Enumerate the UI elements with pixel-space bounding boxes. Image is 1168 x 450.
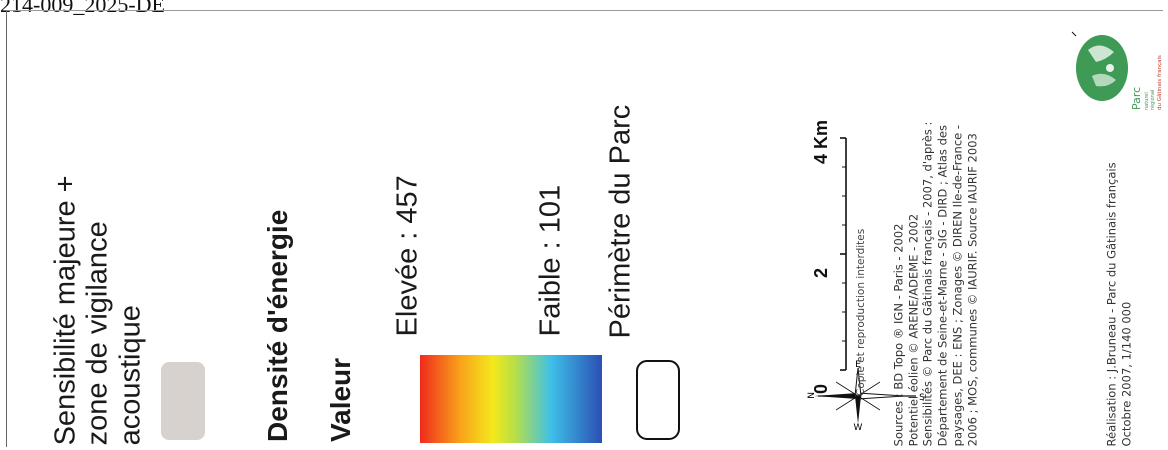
sources-line: Potentiel éolien © ARENE/ADEME - 2002	[906, 213, 921, 446]
sensibilite-swatch	[161, 362, 205, 440]
copyright-notice: Copie et reproduction interdites	[855, 228, 867, 396]
sensibilite-line-3: acoustique	[114, 304, 147, 445]
logo-text-2: naturel	[1144, 92, 1150, 110]
map-legend-frame	[6, 10, 1163, 447]
scale-label-2: 2	[811, 267, 831, 278]
compass-e: E	[855, 360, 861, 370]
sensibilite-line-1: Sensibilité majeure +	[49, 174, 82, 445]
sources-line: Sources : BD Topo ® IGN - Paris - 2002	[891, 223, 906, 446]
document-reference: 214-009_2025-DE	[0, 0, 165, 17]
densite-title: Densité d'énergie	[262, 209, 293, 442]
sources-line: Sensibilités © Parc du Gâtinais français…	[921, 121, 936, 446]
logo-text-3: régional	[1149, 90, 1156, 110]
elevee-label: Elevée : 457	[391, 174, 424, 336]
perimetre-label: Périmètre du Parc	[604, 104, 637, 338]
logo-text-4: du Gâtinais français	[1156, 55, 1163, 110]
faible-label: Faible : 101	[534, 184, 567, 336]
valeur-title: Valeur	[325, 357, 356, 442]
scale-label-4km: 4 Km	[811, 119, 831, 164]
scale-bar	[840, 137, 847, 371]
sensibilite-line-2: zone de vigilance	[82, 220, 115, 445]
energy-gradient-swatch	[420, 355, 602, 443]
sources-line: Département de Seine-et-Marne - SIG - DI…	[935, 124, 950, 446]
sources-line: 2006 ; MOS, communes © IAURIF. Source IA…	[965, 132, 980, 446]
scale-label-0: 0	[811, 383, 831, 394]
north-arrow-icon: N W E S	[807, 360, 925, 432]
logo-text-1: Parc	[1130, 87, 1143, 110]
sources-line: paysages, DEE : ENS ; Zonages © DIREN Il…	[950, 124, 965, 446]
compass-s: S	[919, 393, 925, 403]
parc-gatinais-logo-icon: Parc naturel régional du Gâtinais frança…	[1071, 31, 1163, 110]
perimetre-swatch	[636, 360, 680, 440]
realisation-line: Réalisation : J.Bruneau - Parc du Gâtina…	[1104, 161, 1119, 446]
compass-n: N	[807, 392, 817, 399]
compass-w: W	[854, 423, 863, 432]
realisation-line: Octobre 2007, 1/140 000	[1119, 301, 1134, 446]
